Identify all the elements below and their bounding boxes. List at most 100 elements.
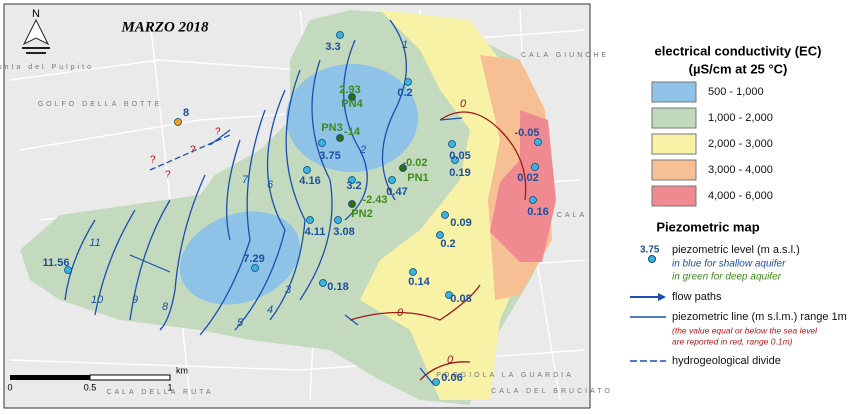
- well-name: PN4: [341, 98, 363, 110]
- well-name: PN3: [321, 122, 342, 134]
- legend-label: 500 - 1,000: [708, 86, 764, 98]
- contour-label: 0: [397, 307, 404, 319]
- legend-flow-head: [658, 293, 666, 301]
- well-value: 3.2: [346, 180, 361, 192]
- legend-sample: 3.75: [640, 245, 660, 256]
- contour-label: 9: [132, 294, 138, 306]
- contour-label: 2: [359, 144, 366, 156]
- well: [448, 140, 456, 148]
- well: [531, 163, 539, 171]
- ec-zone: [179, 211, 301, 305]
- well-value: 3.08: [333, 226, 354, 238]
- well-value: 3.3: [325, 41, 340, 53]
- well: [432, 378, 440, 386]
- contour-label: 6: [267, 179, 274, 191]
- well: [388, 176, 396, 184]
- legend-label: flow paths: [672, 291, 722, 303]
- place-label: CALA GIUNCHE: [521, 52, 609, 59]
- unknown-mark: ?: [165, 170, 171, 181]
- legend-label: in green for deep aquifer: [672, 272, 782, 283]
- legend-swatch: [651, 159, 697, 181]
- unknown-mark: ?: [215, 127, 221, 138]
- well: [534, 138, 542, 146]
- legend-subtitle: Piezometric map: [656, 219, 759, 234]
- well-value: 3.75: [319, 150, 340, 162]
- north-label: N: [32, 8, 40, 20]
- well: [348, 200, 356, 208]
- ec-zone: [360, 10, 530, 400]
- well-value: 0.19: [449, 167, 470, 179]
- legend-label: 2,000 - 3,000: [708, 138, 773, 150]
- legend-swatch: [651, 133, 697, 155]
- well-value: 0.16: [527, 206, 548, 218]
- ec-zone: [286, 64, 418, 172]
- well: [319, 279, 327, 287]
- contour-label: 3: [285, 284, 292, 296]
- north-arrow: N: [22, 8, 50, 54]
- place-label: Punta del Pulpito: [0, 64, 94, 71]
- well: [399, 164, 407, 172]
- legend-swatch: [651, 81, 697, 103]
- well-value: 0.18: [327, 281, 348, 293]
- well-name: PN2: [351, 208, 372, 220]
- place-label: POGGIOLA LA GUARDIA: [436, 372, 574, 379]
- well: [348, 176, 356, 184]
- legend-title: (µS/cm at 25 °C): [689, 61, 788, 76]
- well-value: 0.47: [386, 186, 407, 198]
- unknown-mark: ?: [150, 155, 156, 166]
- contour-label: 4: [267, 304, 273, 316]
- legend-note: (the value equal or below the sea level: [672, 325, 818, 335]
- well-value: 8: [183, 107, 189, 119]
- well-value: 0.02: [517, 172, 538, 184]
- well: [336, 31, 344, 39]
- scale-bar: [10, 374, 171, 381]
- well: [445, 291, 453, 299]
- well: [451, 156, 459, 164]
- well-value: 0.09: [450, 217, 471, 229]
- well-value: 0.14: [408, 276, 430, 288]
- legend-label: piezometric level (m a.s.l.): [672, 244, 800, 256]
- well-value: 2.93: [339, 84, 360, 96]
- well-value: -2.43: [362, 194, 387, 206]
- well-value: -0.05: [514, 127, 539, 139]
- legend-label: 4,000 - 6,000: [708, 190, 773, 202]
- well: [64, 266, 72, 274]
- legend-title: electrical conductivity (EC): [655, 43, 822, 58]
- well: [409, 268, 417, 276]
- contour-label: 7: [242, 174, 249, 186]
- well-value: 0.2: [397, 87, 412, 99]
- scale-unit: km: [176, 365, 188, 375]
- well: [174, 118, 182, 126]
- contour-label: 0: [447, 354, 454, 366]
- scale-tick: 0: [7, 382, 12, 392]
- contour-label: 8: [162, 301, 169, 313]
- contour-label: 10: [91, 294, 104, 306]
- flow-paths: [129, 117, 463, 386]
- scale-tick: 1: [167, 382, 172, 392]
- legend-swatch: [651, 185, 697, 207]
- well: [306, 216, 314, 224]
- piezometric-lines: [64, 19, 408, 336]
- well: [348, 93, 356, 101]
- well-value: -14: [344, 126, 361, 138]
- scale-tick: 0.5: [84, 382, 97, 392]
- well: [334, 216, 342, 224]
- place-label: CALA: [557, 212, 587, 219]
- place-label: CALA DELLA RUTA: [106, 389, 213, 396]
- well: [441, 211, 449, 219]
- legend-well: [648, 255, 656, 263]
- contour-label: 5: [237, 317, 244, 329]
- well: [303, 166, 311, 174]
- well-name: PN1: [407, 172, 428, 184]
- well-value: 4.11: [305, 226, 326, 238]
- place-label: CALA DEL BRUCIATO: [491, 388, 613, 395]
- well: [318, 139, 326, 147]
- well: [336, 134, 344, 142]
- well-value: 0.05: [449, 150, 470, 162]
- well-value: 11.56: [43, 257, 70, 269]
- legend-note: are reported in red, range 0.1m): [672, 336, 793, 346]
- unknown-mark: ?: [190, 145, 196, 156]
- legend-swatch: [651, 107, 697, 129]
- legend-label: piezometric line (m s.l.m.) range 1m: [672, 311, 847, 323]
